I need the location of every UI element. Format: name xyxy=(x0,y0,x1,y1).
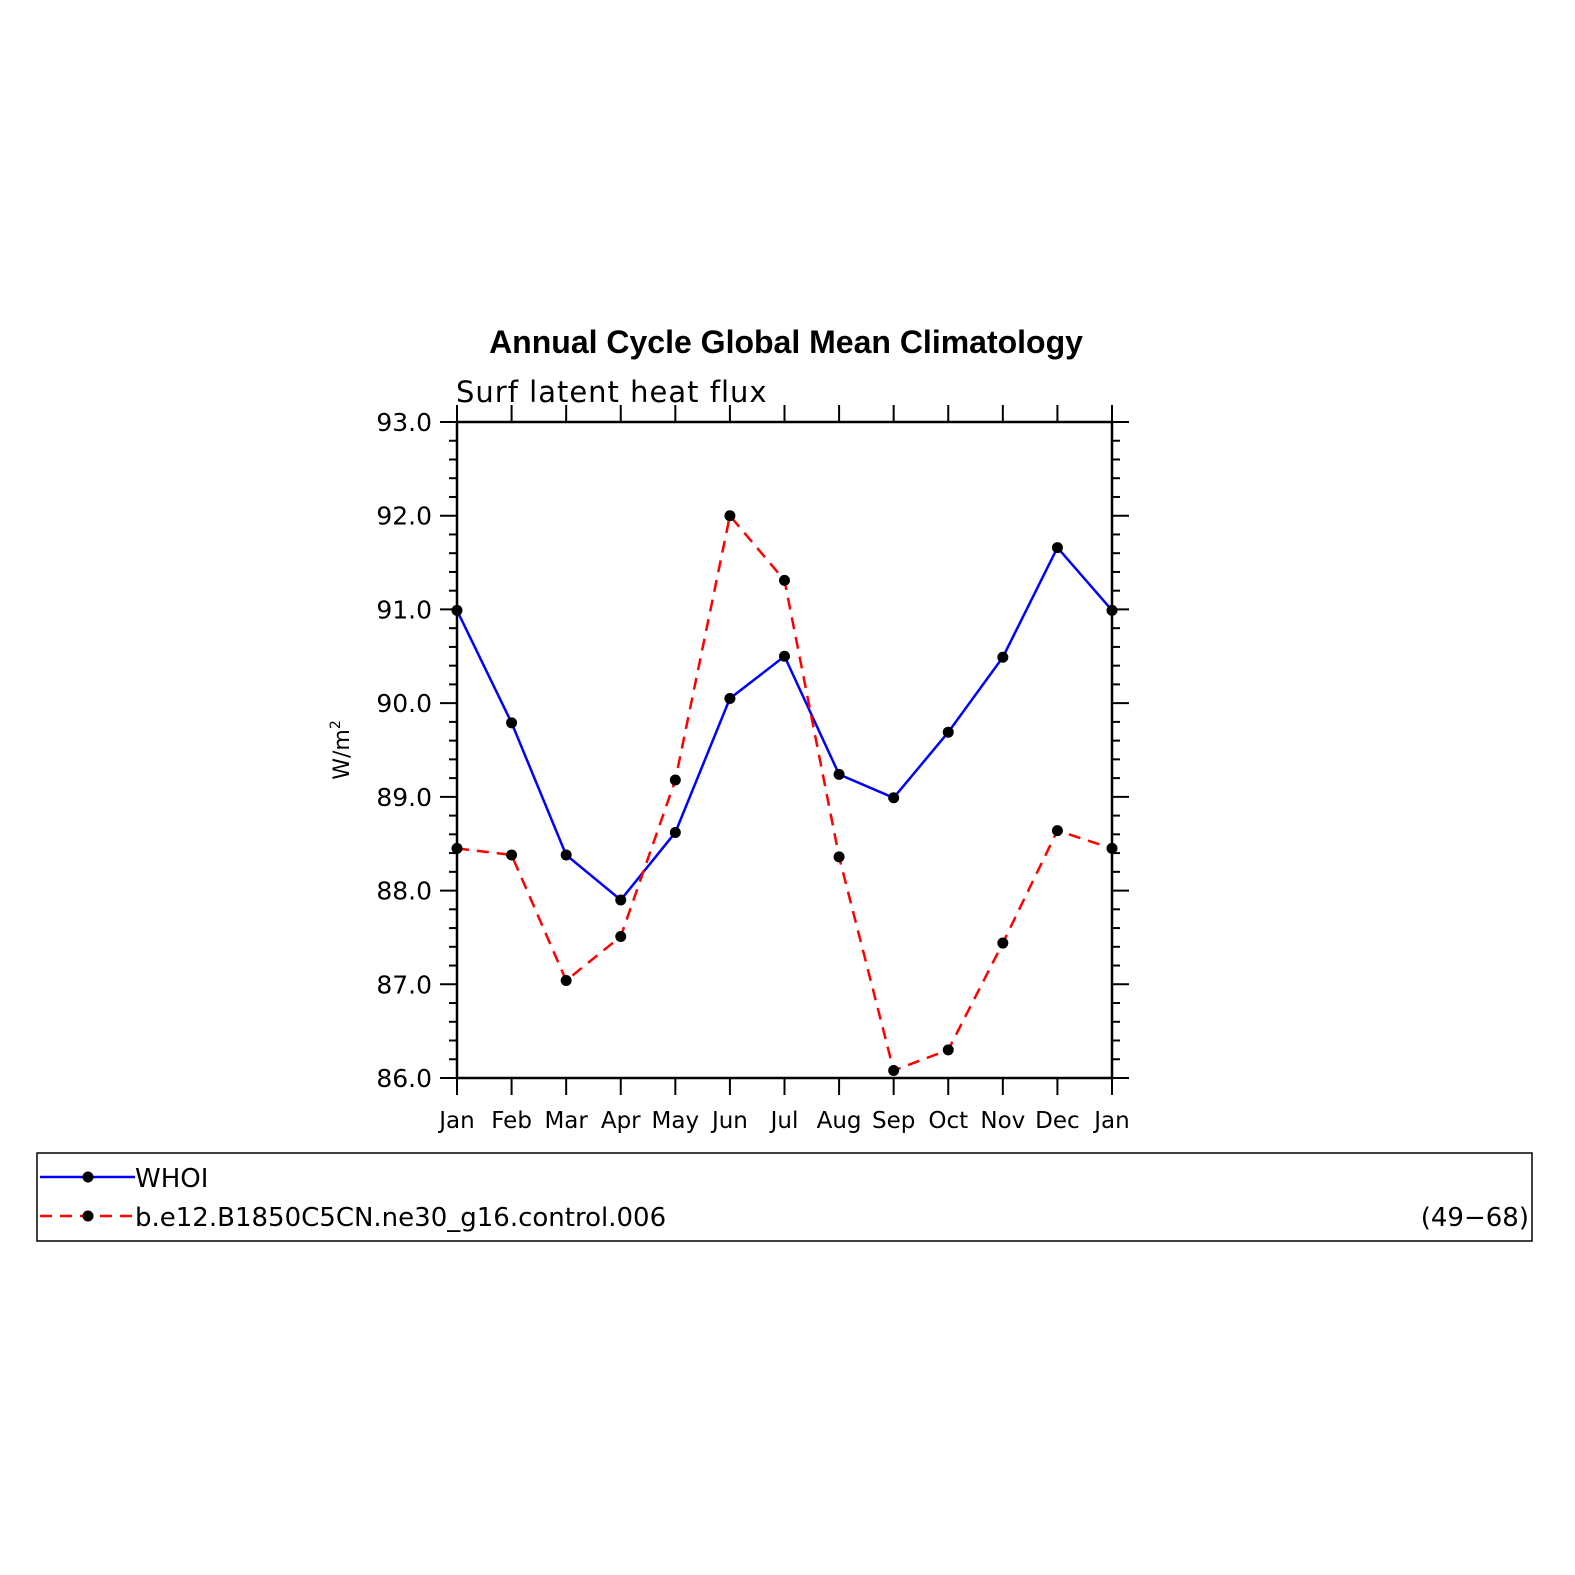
data-point-series-1 xyxy=(724,692,736,704)
x-tick-label: Dec xyxy=(1035,1108,1080,1134)
data-point-series-2 xyxy=(615,930,627,942)
y-axis-label: W/m2 xyxy=(328,720,355,780)
data-point-series-1 xyxy=(942,726,954,738)
data-point-series-1 xyxy=(669,826,681,838)
y-tick-label: 93.0 xyxy=(376,408,432,437)
x-tick-label: Aug xyxy=(817,1108,862,1134)
legend-marker xyxy=(82,1210,94,1222)
series-lines xyxy=(455,512,1113,1073)
series-line-1 xyxy=(455,545,1113,902)
plot-frame xyxy=(455,420,1114,1080)
data-point-series-2 xyxy=(669,774,681,786)
data-point-series-1 xyxy=(997,651,1009,663)
series-line-2 xyxy=(456,512,1113,1073)
x-tick-label: May xyxy=(652,1108,700,1134)
chart-subtitle: Surf latent heat flux xyxy=(456,375,768,409)
data-point-series-1 xyxy=(833,768,845,780)
data-point-series-2 xyxy=(779,574,790,586)
y-tick-label: 89.0 xyxy=(376,783,432,812)
x-tick-label: Jan xyxy=(437,1108,474,1134)
legend-marker xyxy=(82,1171,94,1183)
y-tick-label: 91.0 xyxy=(376,595,432,624)
data-point-series-1 xyxy=(1106,604,1118,616)
x-tick-label: Jan xyxy=(1092,1108,1129,1134)
y-tick-label: 87.0 xyxy=(376,970,432,999)
y-tick-label: 90.0 xyxy=(376,689,432,718)
data-point-series-2 xyxy=(888,1065,900,1077)
data-point-series-1 xyxy=(779,650,790,662)
y-tick-label: 88.0 xyxy=(376,877,432,906)
data-point-series-1 xyxy=(451,604,463,616)
data-point-series-1 xyxy=(506,717,518,729)
x-tick-label: Feb xyxy=(491,1108,532,1134)
legend-label: WHOI xyxy=(135,1164,208,1194)
x-tick-label: Jul xyxy=(769,1108,799,1134)
data-point-series-1 xyxy=(615,894,627,906)
data-point-series-2 xyxy=(833,851,845,863)
legend-entry: b.e12.B1850C5CN.ne30_g16.control.006 xyxy=(40,1203,666,1233)
chart-title: Annual Cycle Global Mean Climatology xyxy=(489,324,1083,360)
data-point-series-2 xyxy=(560,975,572,987)
data-point-series-1 xyxy=(560,849,572,861)
legend: WHOI b.e12.B1850C5CN.ne30_g16.control.006… xyxy=(36,1152,1533,1242)
legend-annotation: (49−68) xyxy=(1421,1203,1529,1233)
x-tick-label: Jun xyxy=(710,1108,748,1134)
data-point-series-1 xyxy=(1051,542,1063,554)
x-tick-label: Oct xyxy=(928,1108,968,1134)
x-tick-label: Apr xyxy=(601,1108,641,1134)
data-point-series-1 xyxy=(888,792,900,804)
legend-entry: WHOI xyxy=(40,1164,208,1194)
data-point-series-2 xyxy=(1106,842,1118,854)
y-axis-label-superscript: 2 xyxy=(328,720,344,729)
x-tick-label: Nov xyxy=(980,1108,1025,1134)
x-tick-labels: Jan Feb Mar Apr May Jun Jul Aug Sep Oct Nov Dec Jan xyxy=(437,1108,1129,1134)
data-point-series-2 xyxy=(997,937,1009,949)
series-points xyxy=(451,510,1118,1077)
legend-label: b.e12.B1850C5CN.ne30_g16.control.006 xyxy=(135,1203,666,1233)
data-point-series-2 xyxy=(506,849,518,861)
legend-box xyxy=(36,1152,1533,1242)
y-tick-label: 86.0 xyxy=(376,1064,432,1093)
x-tick-label: Sep xyxy=(872,1108,915,1134)
data-point-series-2 xyxy=(1051,825,1063,837)
data-point-series-2 xyxy=(724,510,736,522)
x-tick-label: Mar xyxy=(544,1108,588,1134)
y-tick-label: 92.0 xyxy=(376,502,432,531)
axis-ticks xyxy=(440,405,1129,1095)
data-point-series-2 xyxy=(942,1044,954,1056)
data-point-series-2 xyxy=(451,842,463,854)
y-axis-label-base: W/m xyxy=(330,729,355,780)
y-tick-labels: 86.0 87.0 88.0 89.0 90.0 91.0 92.0 93.0 xyxy=(376,408,432,1093)
